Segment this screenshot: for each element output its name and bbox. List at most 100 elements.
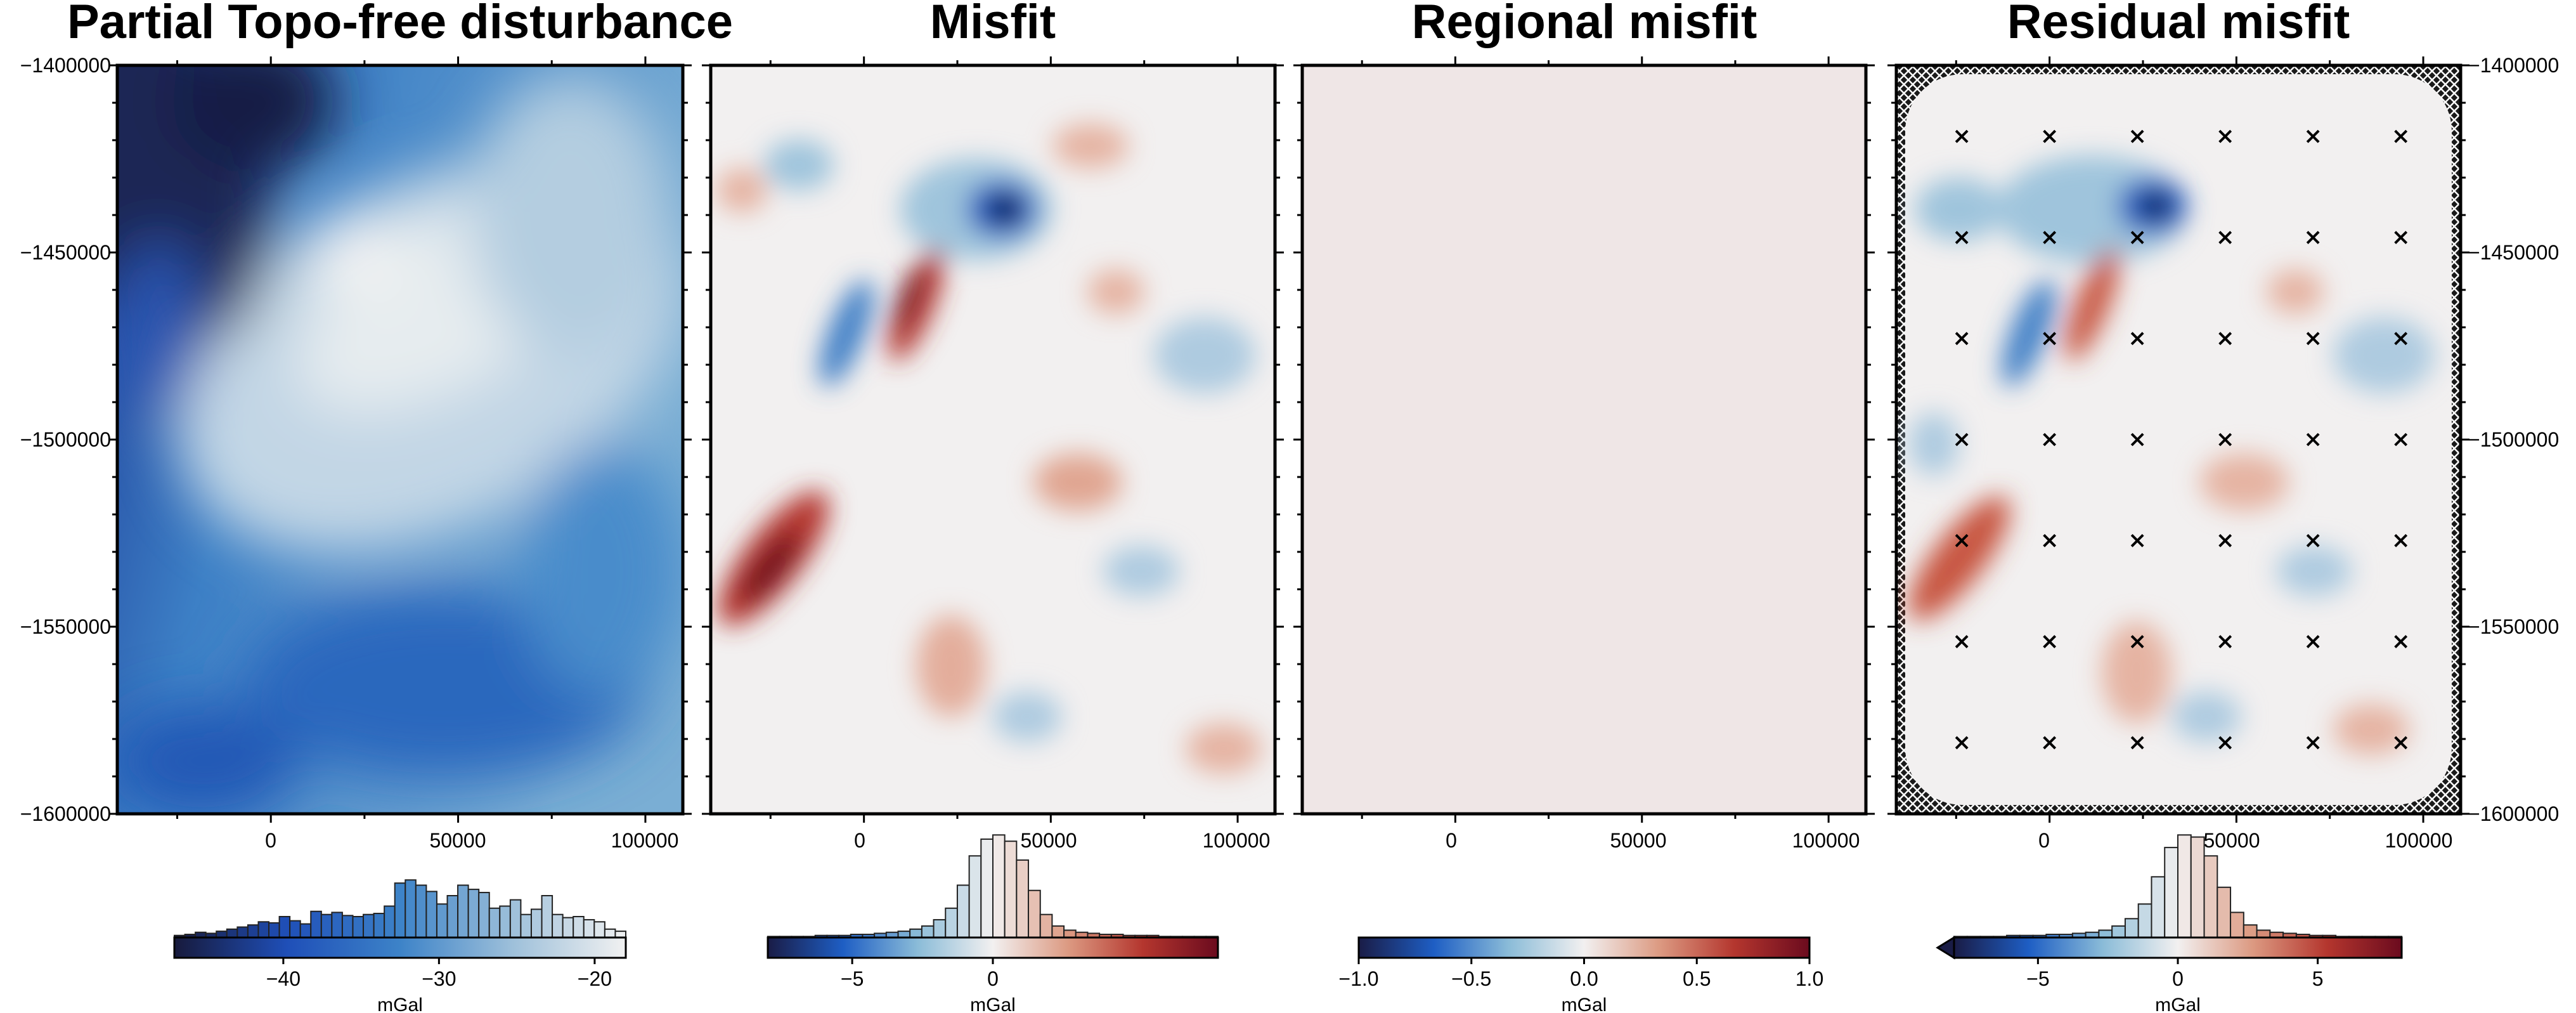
histogram-bar: [604, 928, 616, 939]
panel-title-regional: Regional misfit: [1412, 0, 1757, 49]
x-marker: [2218, 736, 2232, 750]
x-marker: [1955, 736, 1969, 750]
histogram-bar: [968, 855, 982, 939]
histogram-bar: [310, 910, 322, 938]
x-marker: [2130, 332, 2144, 346]
colorbar-histogram: [1953, 834, 2403, 939]
histogram-bar: [2190, 836, 2205, 938]
histogram-bar: [436, 903, 448, 938]
histogram-bar: [394, 882, 406, 938]
xtick-label: 100000: [611, 829, 679, 852]
histogram-bar: [2256, 929, 2271, 938]
x-marker: [2218, 433, 2232, 447]
colorbar-bar: [767, 936, 1219, 959]
histogram-bar: [933, 918, 947, 938]
x-marker: [2394, 332, 2408, 346]
x-marker: [2043, 533, 2057, 547]
x-marker: [2130, 230, 2144, 244]
panel-title-topo: Partial Topo-free disturbance: [67, 0, 733, 49]
colorbar-misfit: −5 0 mGal: [767, 834, 1219, 1013]
ytick-label: −1500000: [20, 428, 111, 451]
histogram-bar: [2230, 912, 2244, 939]
xtick-label: 0: [1446, 829, 1457, 852]
histogram-bar: [945, 907, 958, 939]
x-marker: [2306, 129, 2320, 143]
histogram-bar: [247, 924, 259, 938]
histogram-bar: [583, 918, 595, 938]
histogram-bar: [1051, 925, 1065, 938]
ytick-label: −1500000: [2468, 428, 2559, 451]
histogram-bar: [541, 895, 553, 938]
histogram-bar: [278, 916, 291, 938]
x-marker: [2306, 230, 2320, 244]
colorbar-unit: mGal: [970, 995, 1016, 1013]
xtick-label: 100000: [1203, 829, 1271, 852]
panel-misfit: Misfit: [709, 0, 1277, 852]
histogram-bar: [573, 916, 585, 938]
x-marker: [1955, 129, 1969, 143]
ytick-label: −1600000: [2468, 802, 2559, 825]
panel-topo: Partial Topo-free disturbance −1400000 −…: [20, 0, 733, 852]
histogram-bar: [921, 925, 935, 938]
colorbar-tick-label: −0.5: [1451, 967, 1491, 990]
histogram-bar: [363, 913, 375, 938]
colorbar-tick-label: 1.0: [1796, 967, 1823, 990]
x-marker: [2130, 635, 2144, 649]
histogram-bar: [2098, 929, 2113, 938]
xtick-label: 50000: [1021, 829, 1077, 852]
histogram-bar: [488, 907, 501, 939]
colorbar-underflow-arrow: [1936, 936, 1955, 960]
colorbar-ticks: −40 −30 −20: [266, 958, 612, 990]
colorbar-ticks: −5 0: [841, 958, 999, 990]
x-marker: [1955, 635, 1969, 649]
x-marker: [2306, 736, 2320, 750]
histogram-bar: [236, 926, 249, 938]
x-marker: [2130, 533, 2144, 547]
colorbar-unit: mGal: [377, 995, 423, 1013]
x-marker: [2306, 433, 2320, 447]
x-marker: [2043, 736, 2057, 750]
histogram-bar: [2217, 886, 2232, 939]
histogram-bar: [425, 891, 437, 939]
heatmap-topo: [117, 65, 683, 814]
x-marker: [2306, 332, 2320, 346]
colorbar-tick-label: −5: [841, 967, 864, 990]
xaxis-misfit: 0 50000 100000: [854, 829, 1270, 852]
x-marker: [2394, 635, 2408, 649]
colorbar-bar: [1357, 936, 1811, 959]
colorbar-ticks: −5 0 5: [2026, 958, 2324, 990]
histogram-bar: [405, 879, 417, 938]
ytick-label: −1550000: [20, 615, 111, 638]
colorbar-histogram: [174, 879, 626, 939]
xaxis-residual: 0 50000 100000: [2038, 829, 2452, 852]
colorbar-tick-label: −5: [2026, 967, 2049, 990]
xtick-label: 0: [2038, 829, 2050, 852]
panel-title-misfit: Misfit: [930, 0, 1056, 49]
ytick-label: −1400000: [2468, 54, 2559, 77]
xtick-label: 0: [265, 829, 276, 852]
histogram-bar: [352, 916, 365, 938]
xtick-label: 100000: [2385, 829, 2453, 852]
yaxis-residual: −1400000 −1450000 −1500000 −1550000 −160…: [2468, 54, 2559, 825]
histogram-bar: [2151, 876, 2166, 939]
ytick-label: −1600000: [20, 802, 111, 825]
histogram-bar: [2203, 855, 2218, 939]
x-marker: [2218, 635, 2232, 649]
histogram-bar: [457, 884, 469, 938]
xtick-label: 50000: [1610, 829, 1667, 852]
histogram-bar: [509, 899, 522, 938]
heatmap-misfit: [711, 65, 1275, 814]
histogram-bar: [2137, 903, 2152, 938]
colorbar-tick-label: −1.0: [1338, 967, 1378, 990]
x-marker: [2218, 230, 2232, 244]
xaxis-topo: 0 50000 100000: [265, 829, 678, 852]
panel-title-residual: Residual misfit: [2007, 0, 2350, 49]
histogram-bar: [331, 912, 343, 939]
x-marker: [2394, 230, 2408, 244]
colorbar-bar: [173, 936, 627, 959]
colorbar-tick-label: 0: [987, 967, 999, 990]
histogram-bar: [341, 915, 354, 938]
x-marker: [2218, 129, 2232, 143]
histogram-bar: [415, 884, 427, 938]
x-marker: [2394, 736, 2408, 750]
